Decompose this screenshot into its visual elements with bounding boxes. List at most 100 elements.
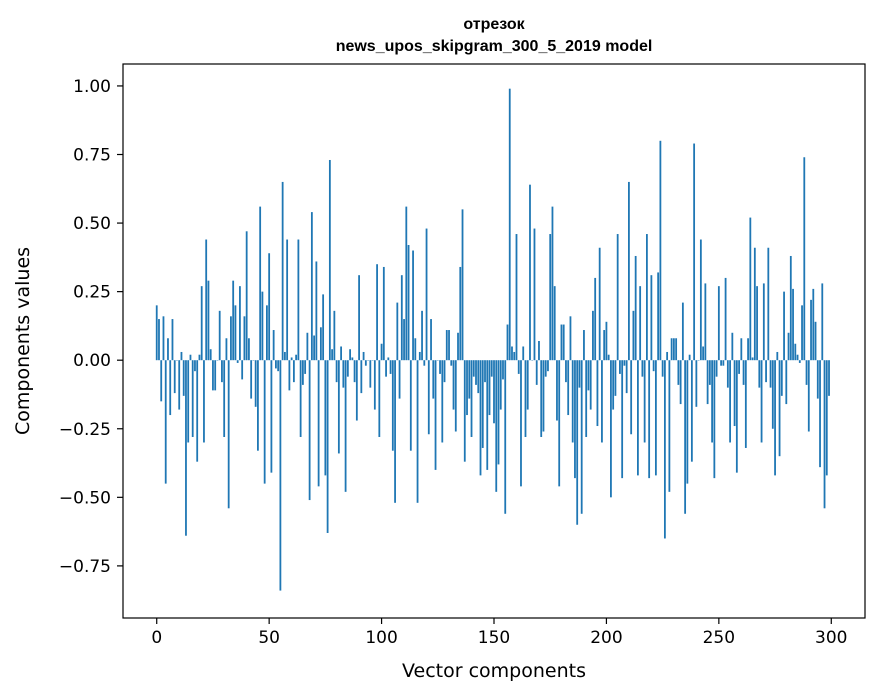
bar-199 <box>603 330 606 361</box>
bar-105 <box>391 360 394 451</box>
bar-188 <box>578 360 581 388</box>
bar-90 <box>358 275 360 361</box>
bar-266 <box>753 247 756 361</box>
bar-67 <box>306 332 309 361</box>
y-tick-label-0: −0.75 <box>59 557 111 577</box>
bar-153 <box>499 360 502 410</box>
bar-89 <box>355 360 358 421</box>
bar-70 <box>313 335 316 361</box>
x-tick-label-50: 50 <box>258 628 280 648</box>
bar-91 <box>360 360 363 394</box>
bar-108 <box>398 360 401 399</box>
bar-283 <box>792 288 794 361</box>
bar-207 <box>621 360 624 479</box>
y-tick-label-1: −0.50 <box>59 488 111 508</box>
bar-93 <box>364 360 367 366</box>
bar-40 <box>245 231 248 361</box>
bar-158 <box>511 346 513 361</box>
bar-244 <box>704 283 707 361</box>
bar-58 <box>286 239 289 361</box>
bar-61 <box>292 360 295 383</box>
bar-262 <box>744 360 747 448</box>
bar-22 <box>205 239 208 361</box>
bar-251 <box>720 360 722 366</box>
bar-243 <box>702 346 705 361</box>
y-axis-ticks: −0.75 −0.50 −0.25 0.00 0.25 0.50 0.75 1.00 <box>59 77 123 577</box>
bar-242 <box>699 239 702 361</box>
bar-3 <box>162 316 165 361</box>
bar-64 <box>299 360 302 437</box>
bar-247 <box>711 360 713 443</box>
bar-170 <box>538 341 540 361</box>
bar-143 <box>477 360 480 394</box>
bar-231 <box>675 338 678 361</box>
bar-36 <box>236 360 239 363</box>
bar-195 <box>594 277 597 361</box>
bar-42 <box>250 360 253 399</box>
bar-284 <box>794 343 797 361</box>
bar-194 <box>592 310 594 361</box>
bar-7 <box>171 319 174 361</box>
bar-270 <box>762 283 765 361</box>
bar-272 <box>767 247 770 361</box>
bar-290 <box>807 360 810 432</box>
bar-112 <box>407 245 410 361</box>
bar-140 <box>470 360 473 437</box>
bar-126 <box>439 360 441 374</box>
bar-230 <box>672 338 675 361</box>
bar-205 <box>616 234 619 361</box>
bar-193 <box>589 360 592 410</box>
bar-189 <box>580 360 583 514</box>
bar-71 <box>315 261 318 361</box>
bar-83 <box>342 360 345 388</box>
bar-66 <box>304 360 307 374</box>
bar-103 <box>387 357 390 361</box>
bar-97 <box>373 360 376 410</box>
bar-152 <box>497 360 500 465</box>
bar-101 <box>382 266 385 361</box>
bar-2 <box>160 360 163 402</box>
bar-26 <box>214 360 217 391</box>
bar-274 <box>771 360 774 429</box>
x-axis-label: Vector components <box>402 660 586 682</box>
bar-135 <box>459 266 462 361</box>
bar-45 <box>257 360 259 451</box>
bar-213 <box>634 255 637 361</box>
bar-174 <box>547 360 549 372</box>
bar-203 <box>612 360 615 410</box>
bar-131 <box>450 360 453 366</box>
y-tick-label-2: −0.25 <box>59 420 111 440</box>
bar-60 <box>290 357 293 361</box>
y-tick-label-6: 0.75 <box>73 146 111 166</box>
bar-267 <box>756 286 758 361</box>
bar-134 <box>457 332 459 361</box>
bar-141 <box>472 360 475 377</box>
y-tick-label-3: 0.00 <box>73 351 111 371</box>
bar-68 <box>308 360 311 501</box>
bar-86 <box>349 349 351 361</box>
y-axis-label: Components values <box>12 247 34 435</box>
bar-160 <box>515 234 518 361</box>
y-tick-label-7: 1.00 <box>73 77 111 97</box>
bar-19 <box>198 354 201 361</box>
bar-24 <box>209 349 212 361</box>
bar-99 <box>378 360 381 437</box>
bar-180 <box>560 324 563 361</box>
bar-157 <box>508 88 511 361</box>
bar-59 <box>288 360 291 391</box>
bar-46 <box>259 206 262 361</box>
bar-178 <box>556 360 558 421</box>
bar-161 <box>517 360 520 374</box>
bar-32 <box>227 360 230 509</box>
bar-28 <box>218 310 221 361</box>
bar-292 <box>812 288 815 361</box>
bar-183 <box>567 360 570 416</box>
bar-260 <box>740 338 743 361</box>
bar-129 <box>445 330 448 361</box>
bar-154 <box>502 360 504 380</box>
bar-6 <box>169 360 172 416</box>
bar-288 <box>803 157 806 361</box>
bar-240 <box>695 360 698 407</box>
bar-121 <box>427 360 430 435</box>
